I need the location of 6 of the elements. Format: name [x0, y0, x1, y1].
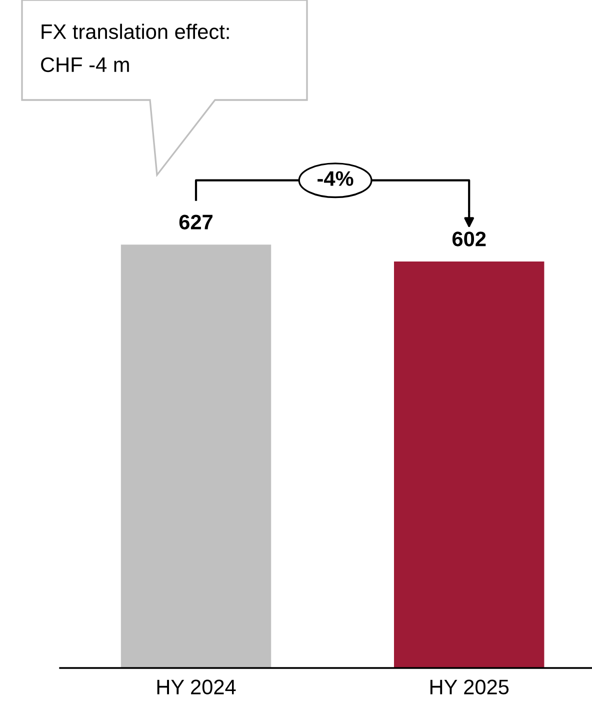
text: -4%	[318, 171, 354, 186]
data-label: 627	[179, 214, 212, 230]
data-label: 602	[452, 232, 486, 246]
text: FX translation effect: CHF -4 m	[41, 24, 229, 72]
x-tick-label: HY 2024	[157, 680, 236, 694]
x-tick-label: HY 2025	[430, 680, 509, 694]
